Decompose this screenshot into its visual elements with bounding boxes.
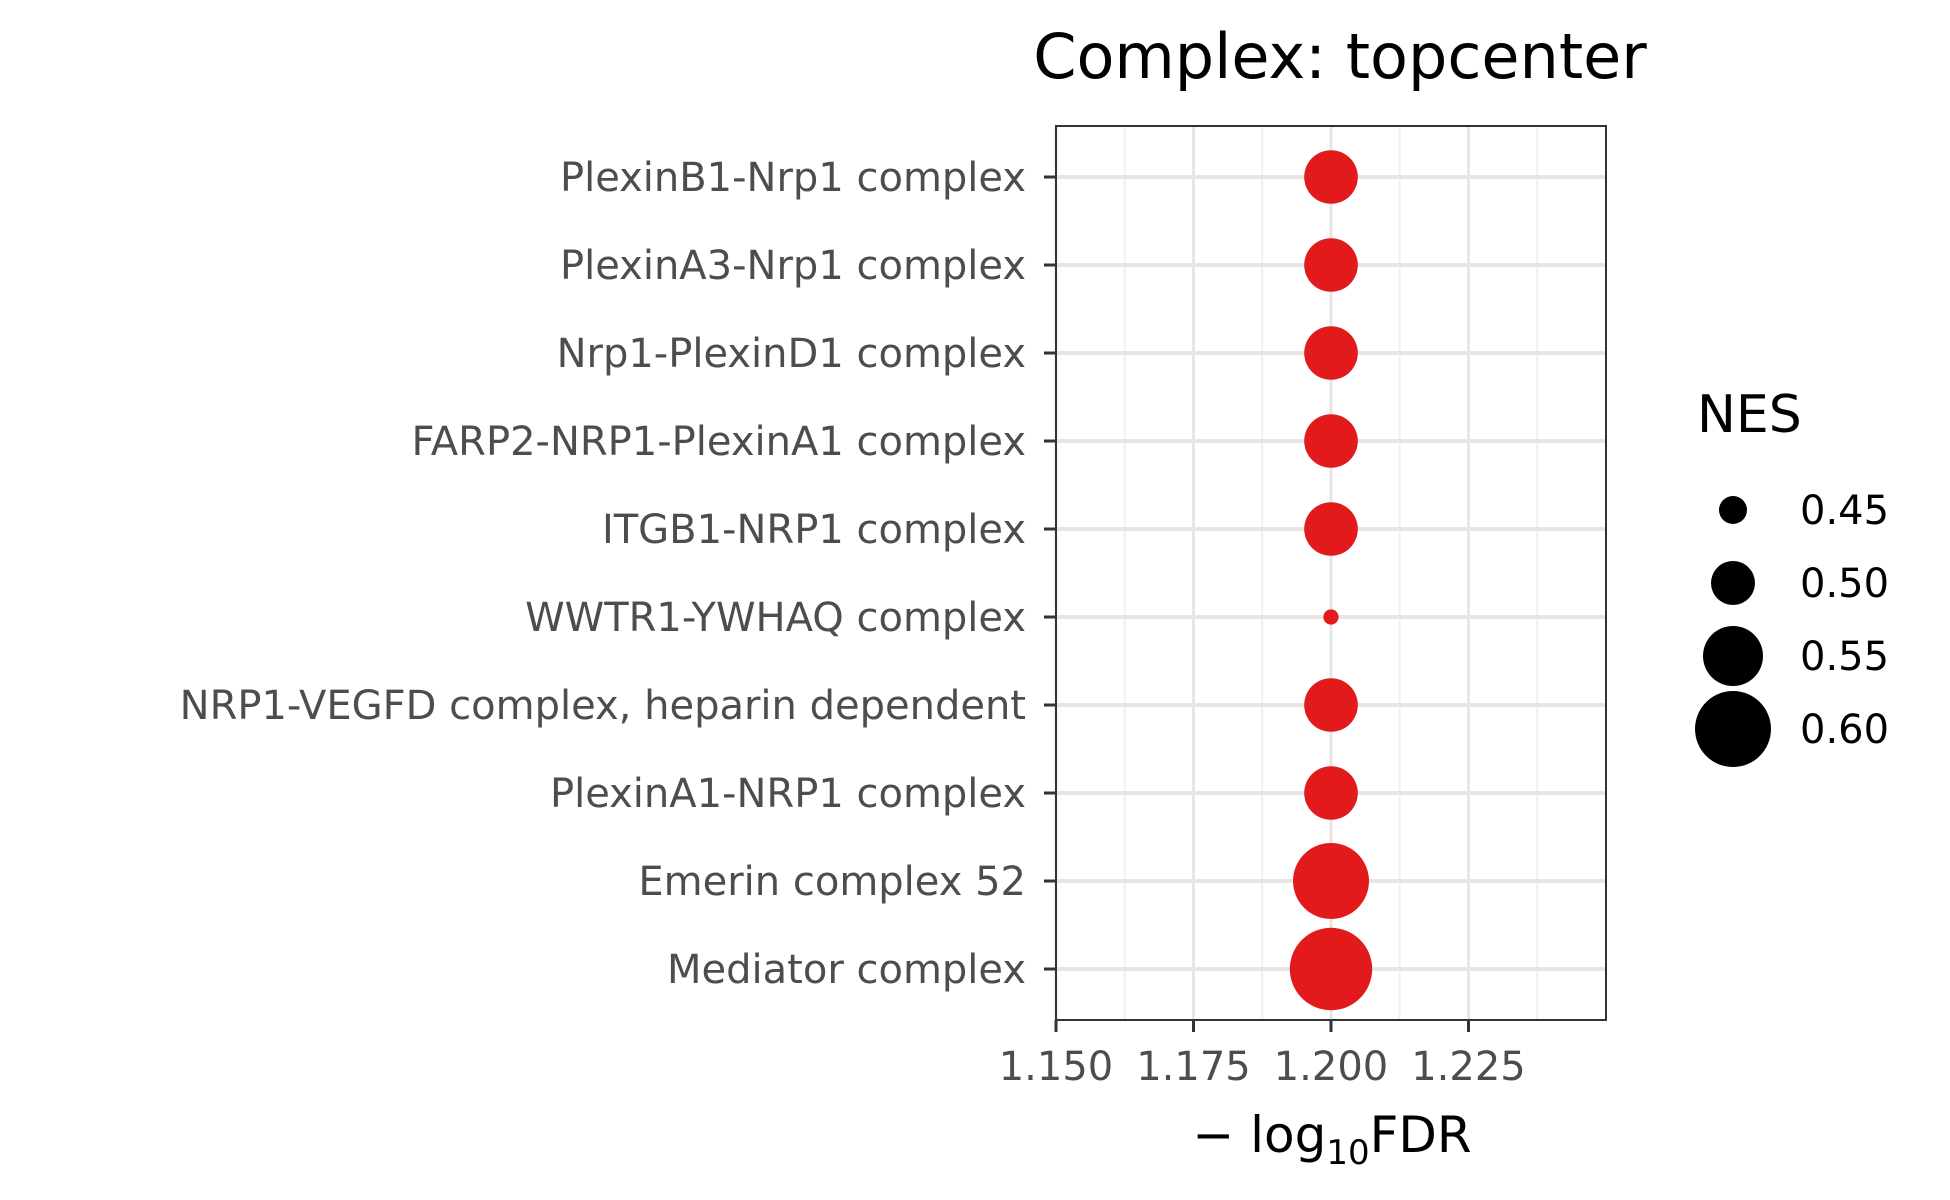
data-point [1304, 326, 1358, 380]
data-point [1304, 414, 1358, 468]
data-point [1293, 843, 1369, 919]
legend-label: 0.60 [1800, 707, 1889, 753]
legend-key-dot [1695, 691, 1771, 767]
y-tick-label: Emerin complex 52 [638, 859, 1026, 905]
x-axis: 1.150 1.175 1.200 1.225 [999, 1020, 1526, 1090]
y-tick-label: PlexinB1-Nrp1 complex [560, 155, 1026, 201]
legend-label: 0.50 [1800, 561, 1889, 607]
y-axis: PlexinB1-Nrp1 complex PlexinA3-Nrp1 compl… [180, 155, 1056, 993]
legend-label: 0.55 [1800, 634, 1889, 680]
data-point [1289, 927, 1373, 1011]
x-tick-label: 1.200 [1274, 1044, 1389, 1090]
legend-label: 0.45 [1800, 488, 1889, 534]
legend-key-dot [1703, 626, 1763, 686]
data-point [1304, 678, 1358, 732]
legend-key-dot [1719, 496, 1747, 524]
y-tick-label: FARP2-NRP1-PlexinA1 complex [411, 419, 1026, 465]
y-tick-label: PlexinA3-Nrp1 complex [560, 243, 1026, 289]
size-legend: NES 0.45 0.50 0.55 0.60 [1695, 385, 1889, 767]
x-axis-title: − log10FDR [1192, 1106, 1471, 1173]
data-point [1304, 238, 1358, 292]
x-tick-label: 1.225 [1411, 1044, 1526, 1090]
y-tick-label: Nrp1-PlexinD1 complex [557, 331, 1026, 377]
y-tick-label: PlexinA1-NRP1 complex [550, 771, 1026, 817]
data-point [1304, 150, 1358, 204]
data-point [1323, 609, 1339, 625]
x-tick-label: 1.175 [1136, 1044, 1251, 1090]
data-point [1304, 502, 1358, 556]
y-tick-label: Mediator complex [667, 947, 1026, 993]
legend-key-dot [1711, 561, 1755, 605]
x-tick-label: 1.150 [999, 1044, 1114, 1090]
data-point [1304, 766, 1358, 820]
data-points [1289, 150, 1373, 1011]
legend-title: NES [1697, 385, 1802, 445]
y-tick-label: WWTR1-YWHAQ complex [525, 595, 1026, 641]
chart-title: Complex: topcenter [1033, 20, 1647, 93]
y-tick-label: ITGB1-NRP1 complex [602, 507, 1026, 553]
y-tick-label: NRP1-VEGFD complex, heparin dependent [180, 683, 1026, 729]
